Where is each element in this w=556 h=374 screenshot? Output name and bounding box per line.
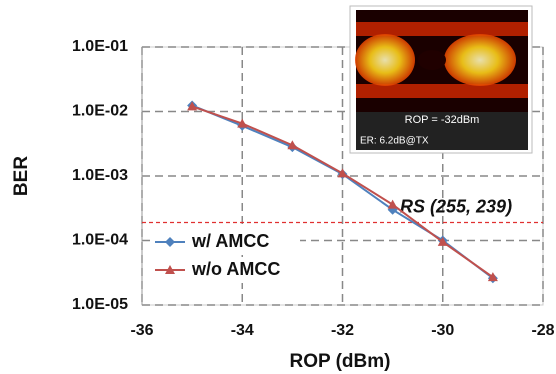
legend-label: w/o AMCC [191,259,280,279]
y-axis-label: BER [11,156,32,196]
x-tick-label: -36 [130,322,153,339]
y-tick-label: 1.0E-02 [72,103,128,120]
x-tick-label: -28 [531,322,554,339]
inset-note: ER: 6.2dB@TX [360,136,429,147]
y-tick-label: 1.0E-01 [72,38,128,55]
threshold-label: RS (255, 239) [400,196,512,216]
y-tick-label: 1.0E-03 [72,167,128,184]
y-tick-label: 1.0E-04 [72,232,128,249]
legend-label: w/ AMCC [191,231,269,251]
x-tick-label: -32 [331,322,354,339]
x-tick-label: -34 [231,322,254,339]
x-tick-label: -30 [431,322,454,339]
eye-inset: ROP = -32dBm ER: 6.2dB@TX [350,6,532,153]
y-tick-label: 1.0E-05 [72,296,128,313]
chart: 1.0E-01 1.0E-02 1.0E-03 1.0E-04 1.0E-05-36 -3… [0,0,556,374]
x-axis-label: ROP (dBm) [290,351,391,372]
inset-label: ROP = -32dBm [405,114,480,126]
